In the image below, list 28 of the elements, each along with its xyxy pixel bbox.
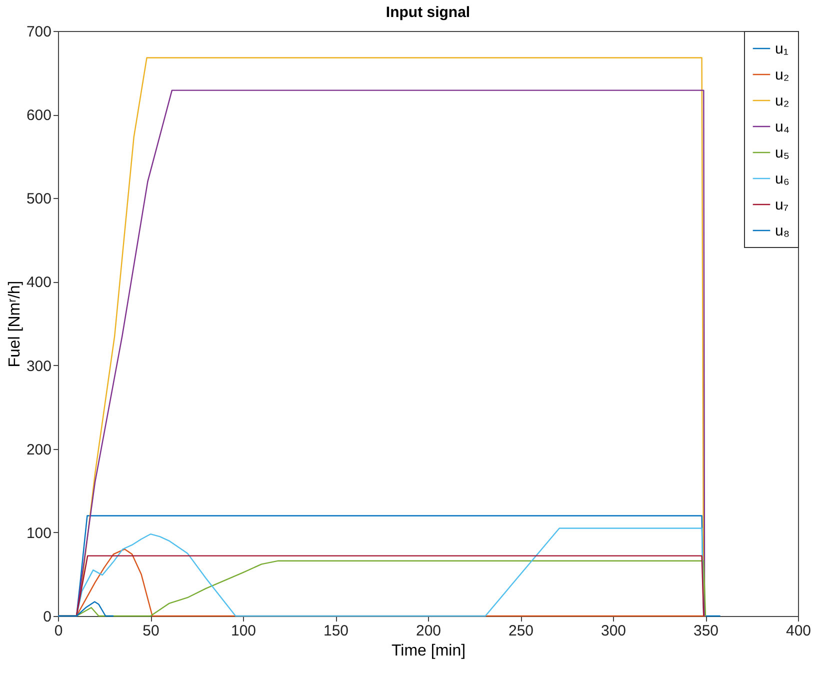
legend-label: u₁ (775, 40, 788, 58)
y-tick-label: 600 (26, 107, 52, 124)
y-tick-label: 700 (26, 24, 52, 40)
x-tick-label: 100 (230, 622, 256, 640)
y-tick-label: 400 (26, 274, 52, 292)
x-tick-label: 150 (323, 622, 349, 640)
y-tick-label: 200 (26, 441, 52, 458)
chart-title: Input signal (386, 4, 470, 21)
x-tick-label: 400 (786, 622, 812, 640)
x-tick-label: 300 (600, 622, 626, 640)
legend-label: u₄ (775, 118, 790, 136)
legend-label: u₂ (775, 92, 790, 110)
x-tick-label: 350 (693, 622, 719, 640)
legend-label: u₇ (775, 196, 788, 214)
legend-label: u₂ (775, 66, 790, 84)
x-tick-label: 250 (508, 622, 534, 640)
legend-label: u₈ (775, 222, 790, 240)
x-tick-label: 200 (416, 622, 442, 640)
y-axis-title: Fuel [Nmʳ/h] (6, 280, 24, 368)
x-axis-title: Time [min] (391, 642, 466, 660)
legend-label: u₅ (775, 144, 790, 162)
legend-label: u₆ (775, 170, 790, 188)
y-tick-label: 300 (26, 358, 52, 375)
x-tick-label: 0 (54, 622, 63, 640)
y-tick-label: 500 (26, 190, 52, 208)
y-tick-label: 0 (43, 608, 52, 626)
x-tick-label: 50 (142, 622, 160, 640)
y-tick-label: 100 (26, 524, 52, 542)
